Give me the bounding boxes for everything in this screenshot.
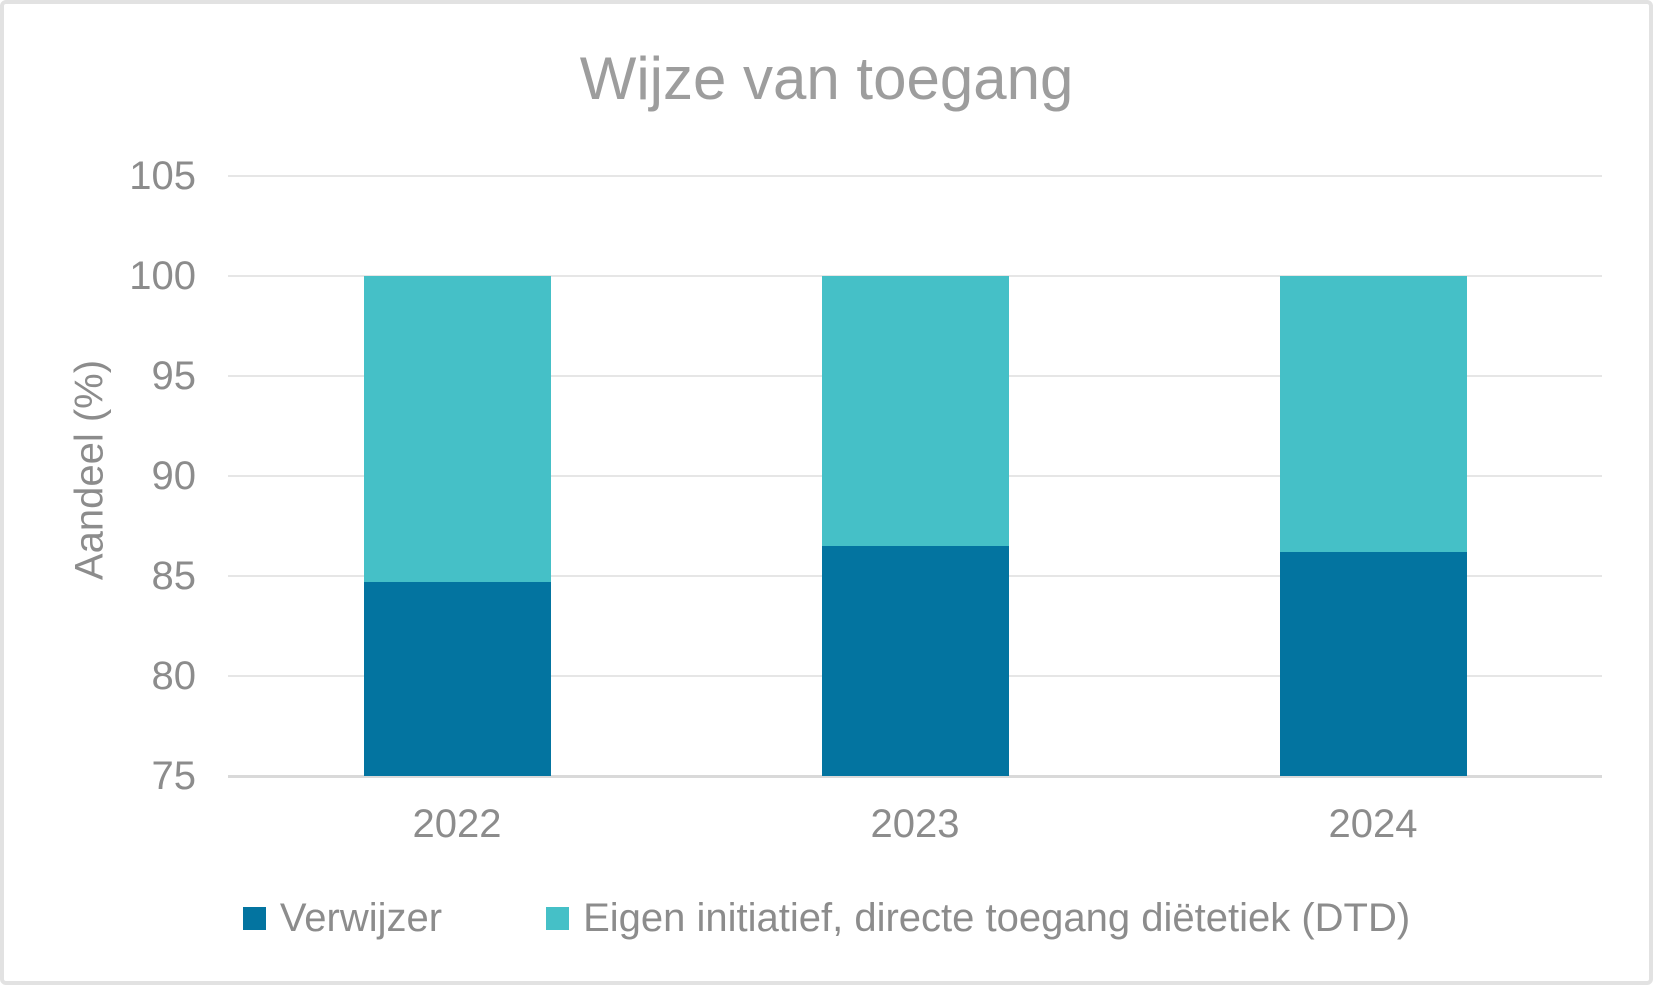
legend-item: Eigen initiatief, directe toegang diëtet… — [546, 896, 1410, 941]
x-tick-label-2024: 2024 — [1328, 802, 1418, 846]
y-tick-label-90: 90 — [151, 454, 197, 498]
gridline-75 — [228, 775, 1602, 778]
chart-title: Wijze van toegang — [579, 45, 1074, 112]
bar-segment-eigen-initiatief-2022 — [363, 276, 551, 582]
x-tick-label-2022: 2022 — [412, 802, 502, 846]
legend-swatch-icon — [546, 907, 570, 930]
bar-segment-verwijzer-2023 — [821, 546, 1009, 776]
y-tick-label-75: 75 — [151, 754, 197, 798]
y-tick-label-80: 80 — [151, 654, 197, 698]
y-tick-label-105: 105 — [129, 154, 196, 198]
legend-swatch-icon — [242, 907, 266, 930]
x-tick-label-2023: 2023 — [870, 802, 960, 846]
bar-segment-eigen-initiatief-2024 — [1279, 276, 1467, 552]
y-tick-label-85: 85 — [151, 554, 197, 598]
bar-segment-eigen-initiatief-2023 — [821, 276, 1009, 546]
bar-segment-verwijzer-2022 — [363, 582, 551, 776]
legend-item: Verwijzer — [242, 896, 443, 941]
legend-label: Eigen initiatief, directe toegang diëtet… — [583, 896, 1411, 940]
legend: Verwijzer Eigen initiatief, directe toega… — [4, 896, 1649, 941]
bar-segment-verwijzer-2024 — [1279, 552, 1467, 776]
y-tick-label-100: 100 — [129, 254, 196, 298]
gridline-105 — [228, 175, 1602, 177]
legend-label: Verwijzer — [279, 896, 443, 940]
y-tick-label-95: 95 — [151, 354, 197, 398]
